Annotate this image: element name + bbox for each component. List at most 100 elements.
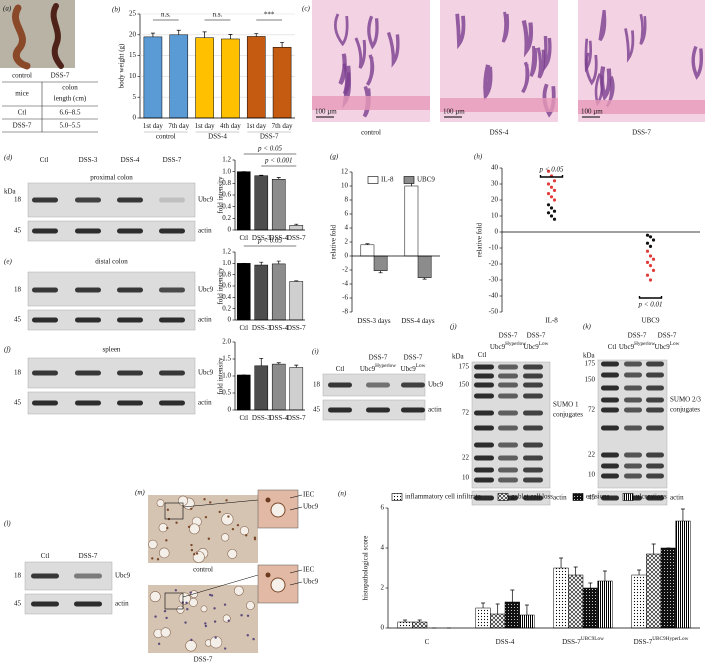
nucleus — [207, 537, 211, 540]
significance-label: p < 0.05 — [257, 145, 282, 153]
group-label: control — [156, 133, 176, 141]
lane-label: DSS-7 — [499, 332, 518, 340]
point — [546, 203, 551, 207]
nucleus — [236, 523, 240, 527]
band — [117, 287, 143, 293]
table-cell: Ctl — [18, 109, 27, 117]
lane-label: DSS-3 — [79, 156, 98, 164]
goblet-cell — [158, 547, 170, 559]
y-tick-label: 0 — [381, 624, 385, 632]
image-caption: DSS-7 — [194, 656, 213, 662]
panel-label: (g) — [330, 153, 339, 161]
point — [549, 206, 554, 210]
y-tick-label: -50 — [489, 308, 499, 316]
membrane — [24, 593, 113, 615]
error-bar — [573, 566, 578, 575]
kda-marker: 175 — [585, 360, 596, 368]
crypt — [455, 13, 466, 50]
membrane — [597, 359, 668, 489]
point — [648, 278, 653, 282]
band — [474, 382, 494, 388]
nucleus — [231, 527, 235, 531]
y-tick-label: 10 — [491, 212, 499, 220]
nucleus — [213, 607, 216, 610]
point — [546, 192, 551, 196]
band — [646, 425, 664, 431]
y-tick-label: 0 — [133, 114, 137, 122]
band — [601, 495, 619, 501]
x-tick-label: 7th day — [272, 122, 293, 130]
x-tick-label-base: DSS-4 — [496, 638, 515, 646]
crypt — [542, 83, 556, 118]
nucleus — [227, 515, 230, 518]
x-tick-label-base: DSS-7 — [562, 638, 581, 646]
error-bar — [651, 543, 656, 554]
band — [75, 287, 101, 293]
goblet-cell — [246, 601, 255, 610]
kda-marker: 10 — [462, 474, 470, 482]
nucleus — [193, 553, 196, 556]
y-axis-label: histopathological score — [362, 536, 370, 601]
lane-label: Ubc9Hyperlow — [619, 341, 655, 350]
x-tick-label: DSS-4 — [269, 324, 288, 332]
bar — [417, 255, 432, 278]
bar — [289, 281, 304, 321]
band — [474, 393, 494, 399]
kda-title: kDa — [583, 352, 596, 360]
band — [646, 361, 664, 367]
callout: IEC — [303, 566, 315, 574]
band — [523, 364, 543, 370]
band — [117, 400, 143, 406]
panel-label: (d) — [4, 154, 13, 162]
band — [401, 407, 425, 413]
band — [474, 495, 494, 501]
x-tick-label: DSS-4 — [269, 414, 288, 422]
band — [523, 382, 543, 388]
y-tick-label: 30 — [491, 180, 499, 188]
legend-swatch — [497, 493, 509, 501]
x-tick-label: DSS-7 — [287, 324, 306, 332]
band — [601, 463, 619, 469]
band — [474, 425, 494, 431]
bar — [271, 363, 286, 411]
table-header: length (cm) — [54, 95, 87, 103]
band — [474, 442, 494, 448]
kda-title: kDa — [452, 353, 465, 361]
panel-label: (h) — [474, 153, 483, 161]
crypt — [691, 45, 704, 80]
point — [549, 185, 554, 189]
significance-label: n.s. — [161, 11, 171, 19]
crypt — [536, 47, 546, 79]
error-bar — [680, 508, 685, 521]
band — [498, 467, 518, 473]
band — [159, 228, 185, 234]
crypt — [386, 31, 400, 68]
crypt — [354, 37, 367, 69]
crypt — [599, 66, 612, 102]
lane-label-sup: Low — [670, 341, 680, 347]
nucleus — [208, 593, 212, 597]
legend-label: goblet cell loss — [511, 493, 553, 501]
band — [401, 382, 425, 388]
significance-label: *** — [264, 11, 275, 19]
nucleus — [166, 508, 170, 512]
lane-label-base: DSS-3 — [79, 156, 98, 164]
goblet-cell — [200, 605, 208, 613]
membrane — [27, 220, 196, 242]
nucleus — [189, 591, 192, 594]
callout-arrow — [289, 569, 303, 574]
kda-marker: 45 — [313, 406, 321, 414]
nucleus — [204, 515, 208, 519]
table-cell: 6.6–8.5 — [60, 109, 82, 117]
band-name: Ubc9 — [198, 286, 214, 294]
error-bar — [524, 604, 529, 615]
error-bar — [294, 223, 299, 226]
y-tick-label: 0.8 — [222, 270, 231, 278]
band — [75, 370, 101, 376]
nucleus — [165, 616, 168, 620]
band — [117, 228, 143, 234]
band — [366, 382, 390, 388]
crypt — [584, 52, 598, 86]
point — [648, 244, 653, 248]
x-tick-label-base: Ctl — [239, 324, 248, 332]
